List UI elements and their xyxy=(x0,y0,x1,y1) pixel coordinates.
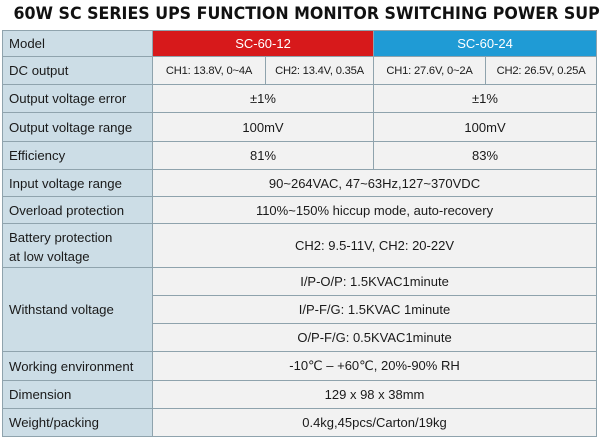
sc12-ch1-output: CH1: 13.8V, 0~4A xyxy=(152,56,266,85)
row-label-dc-output: DC output xyxy=(2,56,153,85)
row-label-output-voltage-error: Output voltage error xyxy=(2,84,153,113)
working-environment-value: -10℃ – +60℃, 20%-90% RH xyxy=(151,351,598,381)
sc12-efficiency: 81% xyxy=(151,141,375,170)
row-label-model: Model xyxy=(2,30,153,57)
row-label-battery-protection: Battery protection at low voltage xyxy=(2,223,153,268)
row-label-input-voltage-range: Input voltage range xyxy=(2,169,153,197)
row-label-efficiency: Efficiency xyxy=(2,141,153,170)
battery-protection-label-line1: Battery protection xyxy=(9,229,113,245)
table-row-output-voltage-range: Output voltage range 100mV 100mV xyxy=(2,112,598,142)
sc12-output-voltage-range: 100mV xyxy=(151,112,375,142)
sc24-output-voltage-range: 100mV xyxy=(373,112,598,142)
battery-protection-label-line2: at low voltage xyxy=(9,248,90,264)
table-row-battery-protection: Battery protection at low voltage CH2: 9… xyxy=(2,223,598,268)
table-row-overload-protection: Overload protection 110%~150% hiccup mod… xyxy=(2,196,598,224)
row-label-dimension: Dimension xyxy=(2,380,153,409)
table-row-output-voltage-error: Output voltage error ±1% ±1% xyxy=(2,84,598,113)
table-row-withstand-voltage-1: Withstand voltage I/P-O/P: 1.5KVAC1minut… xyxy=(2,267,598,352)
sc24-ch2-output: CH2: 26.5V, 0.25A xyxy=(485,56,598,85)
sc24-ch1-output: CH1: 27.6V, 0~2A xyxy=(373,56,487,85)
withstand-voltage-ip-op: I/P-O/P: 1.5KVAC1minute xyxy=(151,267,598,296)
table-row-dimension: Dimension 129 x 98 x 38mm xyxy=(2,380,598,409)
row-label-withstand-voltage: Withstand voltage xyxy=(2,267,153,352)
table-row-weight-packing: Weight/packing 0.4kg,45pcs/Carton/19kg xyxy=(2,408,598,437)
model-header-sc-60-12: SC-60-12 xyxy=(151,30,375,57)
table-row-model: Model SC-60-12 SC-60-24 xyxy=(2,30,598,57)
weight-packing-value: 0.4kg,45pcs/Carton/19kg xyxy=(151,408,598,437)
overload-protection-value: 110%~150% hiccup mode, auto-recovery xyxy=(151,196,598,224)
input-voltage-range-value: 90~264VAC, 47~63Hz,127~370VDC xyxy=(151,169,598,197)
withstand-voltage-op-fg: O/P-F/G: 0.5KVAC1minute xyxy=(151,323,598,352)
row-label-overload-protection: Overload protection xyxy=(2,196,153,224)
table-row-withstand-voltage-3: O/P-F/G: 0.5KVAC1minute xyxy=(3,323,598,352)
model-header-sc-60-24: SC-60-24 xyxy=(373,30,598,57)
sc12-output-voltage-error: ±1% xyxy=(151,84,375,113)
table-row-withstand-voltage-2: I/P-F/G: 1.5KVAC 1minute xyxy=(3,295,598,324)
sc24-output-voltage-error: ±1% xyxy=(373,84,598,113)
spec-table: Model SC-60-12 SC-60-24 DC output CH1: 1… xyxy=(2,30,598,437)
sc12-ch2-output: CH2: 13.4V, 0.35A xyxy=(264,56,375,85)
table-row-input-voltage-range: Input voltage range 90~264VAC, 47~63Hz,1… xyxy=(2,169,598,197)
row-label-working-environment: Working environment xyxy=(2,351,153,381)
table-row-dc-output: DC output CH1: 13.8V, 0~4A CH2: 13.4V, 0… xyxy=(2,56,598,85)
battery-protection-value: CH2: 9.5-11V, CH2: 20-22V xyxy=(151,223,598,268)
table-row-efficiency: Efficiency 81% 83% xyxy=(2,141,598,170)
dimension-value: 129 x 98 x 38mm xyxy=(151,380,598,409)
sc24-efficiency: 83% xyxy=(373,141,598,170)
withstand-voltage-ip-fg: I/P-F/G: 1.5KVAC 1minute xyxy=(151,295,598,324)
row-label-weight-packing: Weight/packing xyxy=(2,408,153,437)
row-label-output-voltage-range: Output voltage range xyxy=(2,112,153,142)
table-row-working-environment: Working environment -10℃ – +60℃, 20%-90%… xyxy=(2,351,598,381)
page-title: 60W SC SERIES UPS FUNCTION MONITOR SWITC… xyxy=(13,4,600,23)
